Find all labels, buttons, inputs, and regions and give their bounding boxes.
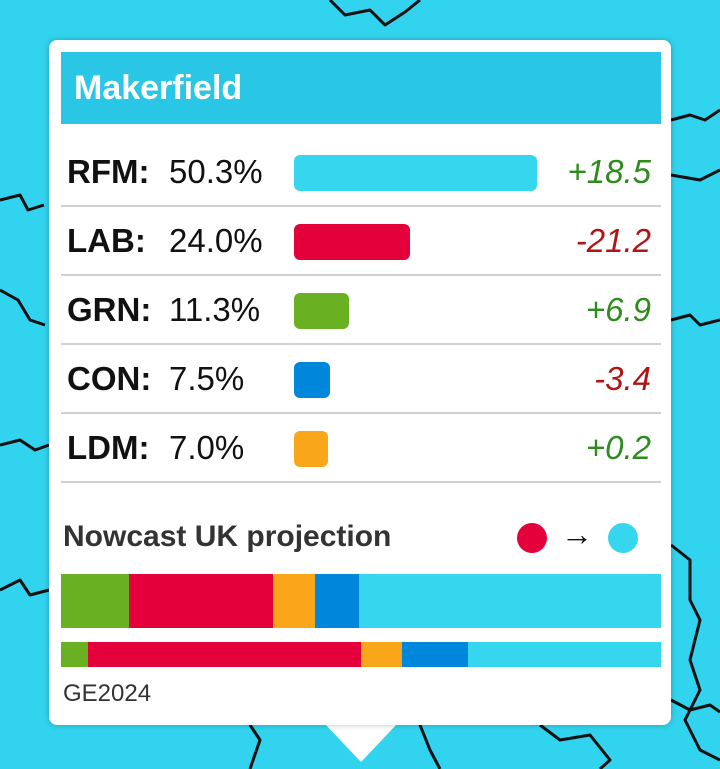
vote-share: 7.5% bbox=[169, 360, 245, 397]
vote-change: -21.2 bbox=[575, 222, 651, 259]
stack-segment-con bbox=[314, 574, 360, 628]
vote-share-bar bbox=[294, 155, 537, 191]
from-party-dot bbox=[517, 523, 547, 553]
stack-segment-con bbox=[402, 642, 469, 667]
constituency-name: Makerfield bbox=[74, 68, 243, 107]
vote-change: +0.2 bbox=[585, 429, 651, 466]
vote-share-bar bbox=[294, 224, 410, 260]
vote-share-bar bbox=[294, 362, 331, 398]
result-row: CON: 7.5% -3.4 bbox=[61, 345, 661, 414]
stack-segment-rfm bbox=[359, 574, 661, 628]
stack-segment-grn bbox=[61, 642, 88, 667]
projection-label: Nowcast UK projection bbox=[63, 520, 392, 553]
stack-segment-lab bbox=[87, 642, 362, 667]
party-code: GRN: bbox=[67, 291, 152, 328]
ge2024-stacked-bar bbox=[61, 642, 661, 667]
vote-share-bar bbox=[294, 293, 349, 329]
results-table: RFM: 50.3% +18.5 LAB: 24.0% -21.2 GRN: 11.3% +6.… bbox=[61, 138, 661, 483]
party-code: RFM: bbox=[67, 153, 150, 190]
vote-share: 11.3% bbox=[169, 291, 261, 328]
vote-share: 24.0% bbox=[169, 222, 263, 259]
stack-segment-ldm bbox=[361, 642, 403, 667]
vote-share-bar bbox=[294, 431, 328, 467]
party-code: LDM: bbox=[67, 429, 150, 466]
constituency-tooltip: Makerfield RFM: 50.3% +18.5 LAB: 24.0% -21.2 G… bbox=[49, 40, 671, 725]
vote-share: 50.3% bbox=[169, 153, 263, 190]
party-code: CON: bbox=[67, 360, 152, 397]
tooltip-pointer bbox=[325, 724, 397, 762]
vote-change: +18.5 bbox=[567, 153, 652, 190]
stack-segment-lab bbox=[128, 574, 273, 628]
result-row: LAB: 24.0% -21.2 bbox=[61, 207, 661, 276]
party-code: LAB: bbox=[67, 222, 146, 259]
vote-share: 7.0% bbox=[169, 429, 245, 466]
tooltip-header: Makerfield bbox=[61, 52, 661, 124]
vote-change: +6.9 bbox=[585, 291, 651, 328]
stack-segment-ldm bbox=[272, 574, 315, 628]
vote-change: -3.4 bbox=[594, 360, 651, 397]
result-row: GRN: 11.3% +6.9 bbox=[61, 276, 661, 345]
result-row: RFM: 50.3% +18.5 bbox=[61, 138, 661, 207]
to-party-dot bbox=[608, 523, 638, 553]
result-row: LDM: 7.0% +0.2 bbox=[61, 414, 661, 483]
arrow-icon: → bbox=[561, 516, 593, 552]
ge2024-label: GE2024 bbox=[63, 680, 152, 707]
stack-segment-grn bbox=[61, 574, 129, 628]
stack-segment-rfm bbox=[468, 642, 661, 667]
projection-stacked-bar bbox=[61, 574, 661, 628]
